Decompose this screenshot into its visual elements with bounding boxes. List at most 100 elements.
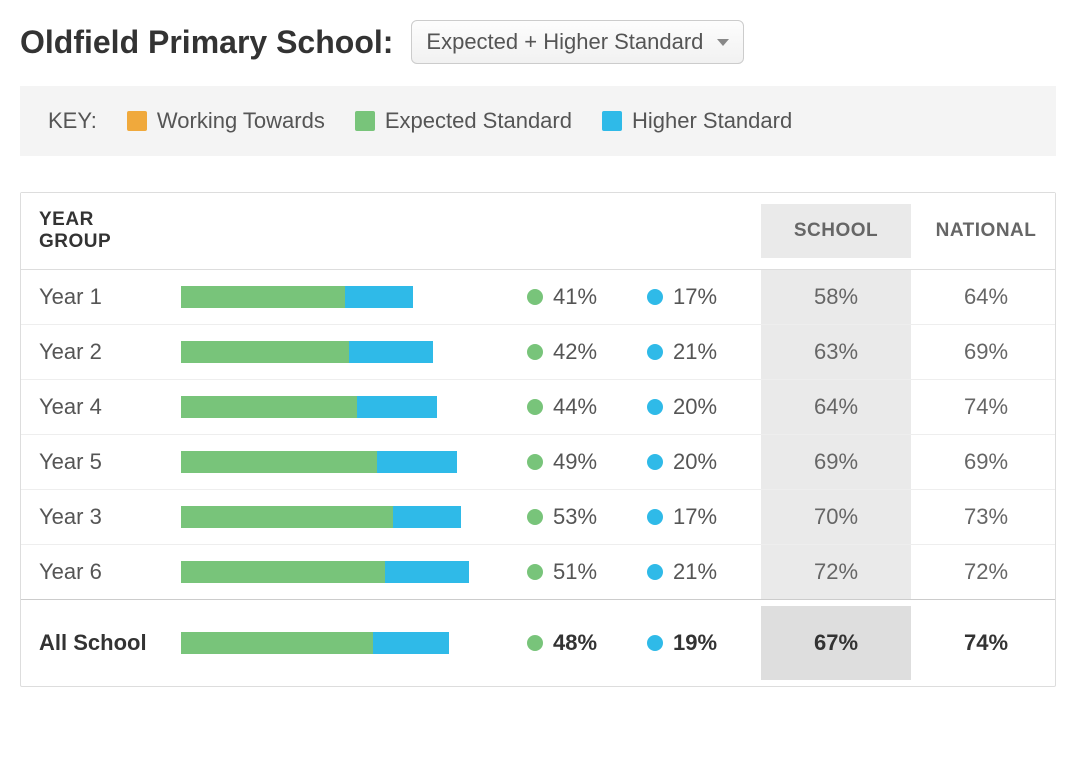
higher-pct: 17% bbox=[673, 504, 717, 530]
row-bar bbox=[181, 608, 521, 678]
table-row: Year 444%20%64%74% bbox=[21, 379, 1055, 434]
national-pct: 69% bbox=[911, 435, 1061, 489]
legend-title: KEY: bbox=[48, 108, 97, 134]
legend-item: Higher Standard bbox=[602, 108, 792, 134]
row-label: Year 5 bbox=[21, 435, 181, 489]
expected-value: 42% bbox=[521, 325, 641, 379]
bar-segment-higher bbox=[393, 506, 461, 528]
higher-value: 17% bbox=[641, 490, 761, 544]
dropdown-label: Expected + Higher Standard bbox=[426, 29, 703, 55]
table-header: YEAR GROUP SCHOOL NATIONAL bbox=[21, 193, 1055, 270]
row-bar bbox=[181, 492, 521, 542]
expected-value: 49% bbox=[521, 435, 641, 489]
dot-icon bbox=[527, 454, 543, 470]
school-pct: 64% bbox=[761, 380, 911, 434]
school-pct: 70% bbox=[761, 490, 911, 544]
higher-value: 20% bbox=[641, 380, 761, 434]
legend-swatch bbox=[355, 111, 375, 131]
expected-value: 48% bbox=[521, 606, 641, 680]
national-pct: 72% bbox=[911, 545, 1061, 599]
dot-icon bbox=[647, 509, 663, 525]
table-row: Year 651%21%72%72% bbox=[21, 544, 1055, 599]
row-label: Year 1 bbox=[21, 270, 181, 324]
row-label: Year 4 bbox=[21, 380, 181, 434]
bar-segment-expected bbox=[181, 561, 385, 583]
higher-pct: 21% bbox=[673, 559, 717, 585]
dot-icon bbox=[647, 399, 663, 415]
expected-pct: 49% bbox=[553, 449, 597, 475]
expected-value: 44% bbox=[521, 380, 641, 434]
row-label: Year 6 bbox=[21, 545, 181, 599]
school-pct: 72% bbox=[761, 545, 911, 599]
higher-pct: 20% bbox=[673, 394, 717, 420]
national-pct: 74% bbox=[911, 380, 1061, 434]
dot-icon bbox=[647, 454, 663, 470]
expected-value: 41% bbox=[521, 270, 641, 324]
row-label: Year 2 bbox=[21, 325, 181, 379]
school-pct: 58% bbox=[761, 270, 911, 324]
legend-label: Higher Standard bbox=[632, 108, 792, 134]
higher-value: 20% bbox=[641, 435, 761, 489]
bar-segment-higher bbox=[373, 632, 449, 654]
expected-value: 53% bbox=[521, 490, 641, 544]
expected-pct: 42% bbox=[553, 339, 597, 365]
school-pct: 67% bbox=[761, 606, 911, 680]
col-higher-spacer bbox=[641, 215, 761, 247]
row-label: Year 3 bbox=[21, 490, 181, 544]
table-row: Year 353%17%70%73% bbox=[21, 489, 1055, 544]
bar-segment-expected bbox=[181, 396, 357, 418]
higher-value: 21% bbox=[641, 325, 761, 379]
expected-pct: 44% bbox=[553, 394, 597, 420]
higher-pct: 19% bbox=[673, 630, 717, 656]
row-bar bbox=[181, 547, 521, 597]
expected-value: 51% bbox=[521, 545, 641, 599]
legend: KEY: Working Towards Expected Standard Hig… bbox=[20, 86, 1056, 156]
table-row: Year 242%21%63%69% bbox=[21, 324, 1055, 379]
bar-segment-higher bbox=[349, 341, 433, 363]
bar-segment-expected bbox=[181, 451, 377, 473]
bar-segment-higher bbox=[385, 561, 469, 583]
higher-pct: 21% bbox=[673, 339, 717, 365]
national-pct: 64% bbox=[911, 270, 1061, 324]
expected-pct: 41% bbox=[553, 284, 597, 310]
bar-segment-expected bbox=[181, 632, 373, 654]
legend-label: Working Towards bbox=[157, 108, 325, 134]
table-body: Year 141%17%58%64%Year 242%21%63%69%Year… bbox=[21, 270, 1055, 599]
dot-icon bbox=[527, 635, 543, 651]
higher-value: 17% bbox=[641, 270, 761, 324]
national-pct: 73% bbox=[911, 490, 1061, 544]
expected-pct: 51% bbox=[553, 559, 597, 585]
dot-icon bbox=[647, 564, 663, 580]
dot-icon bbox=[647, 344, 663, 360]
expected-pct: 48% bbox=[553, 630, 597, 656]
higher-pct: 20% bbox=[673, 449, 717, 475]
dot-icon bbox=[527, 289, 543, 305]
results-table: YEAR GROUP SCHOOL NATIONAL Year 141%17%5… bbox=[20, 192, 1056, 687]
bar-segment-expected bbox=[181, 341, 349, 363]
national-pct: 69% bbox=[911, 325, 1061, 379]
bar-segment-expected bbox=[181, 506, 393, 528]
dot-icon bbox=[527, 509, 543, 525]
chevron-down-icon bbox=[717, 39, 729, 46]
table-row: Year 141%17%58%64% bbox=[21, 270, 1055, 324]
col-school: SCHOOL bbox=[761, 204, 911, 258]
national-pct: 74% bbox=[911, 606, 1061, 680]
bar-segment-higher bbox=[377, 451, 457, 473]
bar-segment-expected bbox=[181, 286, 345, 308]
legend-swatch bbox=[127, 111, 147, 131]
row-bar bbox=[181, 327, 521, 377]
row-label: All School bbox=[21, 606, 181, 680]
dot-icon bbox=[647, 289, 663, 305]
col-expected-spacer bbox=[521, 215, 641, 247]
dot-icon bbox=[527, 564, 543, 580]
legend-label: Expected Standard bbox=[385, 108, 572, 134]
table-summary-row: All School48%19%67%74% bbox=[21, 599, 1055, 686]
col-year-group: YEAR GROUP bbox=[21, 193, 181, 269]
legend-item: Working Towards bbox=[127, 108, 325, 134]
higher-value: 21% bbox=[641, 545, 761, 599]
standard-dropdown[interactable]: Expected + Higher Standard bbox=[411, 20, 744, 64]
school-pct: 63% bbox=[761, 325, 911, 379]
school-name: Oldfield Primary School: bbox=[20, 24, 393, 61]
expected-pct: 53% bbox=[553, 504, 597, 530]
header: Oldfield Primary School: Expected + High… bbox=[20, 20, 1056, 64]
